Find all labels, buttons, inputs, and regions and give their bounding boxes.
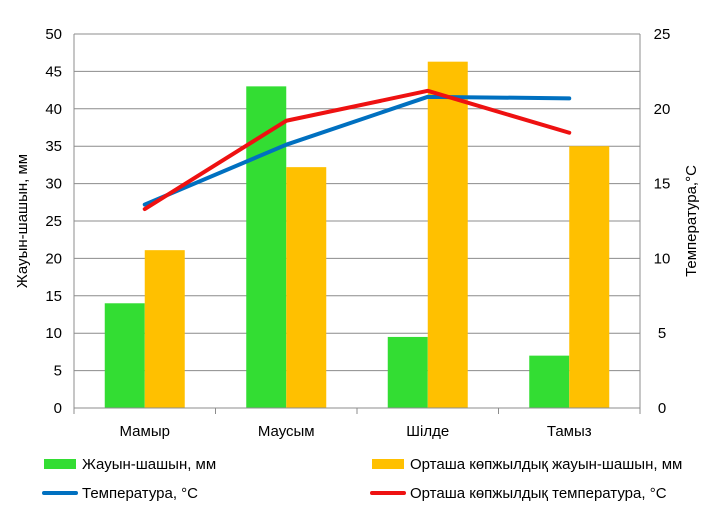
legend-label-4: Орташа көпжылдық температура, °С — [410, 485, 667, 502]
y-tick-label-left-9: 45 — [45, 63, 62, 80]
y-tick-label-left-6: 30 — [45, 176, 62, 193]
line-point-2-Тамыз — [568, 132, 570, 134]
y-tick-label-right-5: 25 — [654, 26, 671, 43]
legend-label-3: Температура, °С — [82, 485, 198, 502]
y-tick-label-left-2: 10 — [45, 325, 62, 342]
y-tick-label-left-4: 20 — [45, 250, 62, 267]
y-tick-label-right-4: 20 — [654, 101, 671, 118]
axes-layer — [73, 34, 641, 414]
y-axis-title-left: Жауын-шашын, мм — [14, 154, 31, 288]
y-tick-label-left-1: 5 — [54, 363, 62, 380]
legend-swatch-1 — [44, 459, 76, 469]
legend: Жауын-шашын, мм Орташа көпжылдық жауын-ша… — [42, 456, 682, 502]
x-tick-label-3: Тамыз — [547, 423, 592, 440]
legend-swatch-2 — [372, 459, 404, 469]
y-tick-label-left-5: 25 — [45, 213, 62, 230]
x-tick-label-2: Шілде — [406, 423, 449, 440]
line-point-2-Маусым — [285, 120, 287, 122]
x-tick-label-1: Маусым — [258, 423, 315, 440]
line-series-1 — [142, 94, 572, 207]
line-point-2-Мамыр — [144, 208, 146, 210]
y-tick-label-right-3: 15 — [654, 176, 671, 193]
y-tick-label-right-1: 5 — [658, 325, 666, 342]
line-point-1-Шілде — [427, 96, 429, 98]
bar-series-2-Тамыз — [569, 146, 610, 408]
legend-label-2: Орташа көпжылдық жауын-шашын, мм — [410, 456, 682, 473]
y-tick-label-left-8: 40 — [45, 101, 62, 118]
y-tick-label-right-0: 0 — [658, 400, 666, 417]
bar-series-1-Шілде — [387, 336, 428, 408]
labels-layer: 0 5 10 15 20 25 30 35 40 45 50 0 5 10 15 20 25 Мамыр Маусы… — [14, 26, 700, 440]
bars-layer — [104, 61, 610, 409]
y-tick-label-left-0: 0 — [54, 400, 62, 417]
line-point-1-Мамыр — [144, 204, 146, 206]
legend-label-1: Жауын-шашын, мм — [82, 456, 216, 473]
bar-series-1-Мамыр — [104, 303, 145, 408]
y-axis-title-right: Температура,°С — [683, 165, 700, 277]
bar-series-2-Маусым — [286, 167, 327, 408]
y-tick-label-left-3: 15 — [45, 288, 62, 305]
y-tick-label-left-7: 35 — [45, 138, 62, 155]
y-tick-label-right-2: 10 — [654, 250, 671, 267]
bar-series-1-Тамыз — [529, 355, 570, 408]
line-point-1-Тамыз — [568, 97, 570, 99]
line-point-2-Шілде — [427, 90, 429, 92]
bar-series-2-Мамыр — [144, 250, 185, 408]
line-point-1-Маусым — [285, 144, 287, 146]
x-tick-label-0: Мамыр — [120, 423, 170, 440]
lines-layer — [142, 88, 572, 212]
bar-series-2-Шілде — [427, 61, 468, 409]
line-series-2 — [142, 88, 572, 212]
y-tick-label-left-10: 50 — [45, 26, 62, 43]
